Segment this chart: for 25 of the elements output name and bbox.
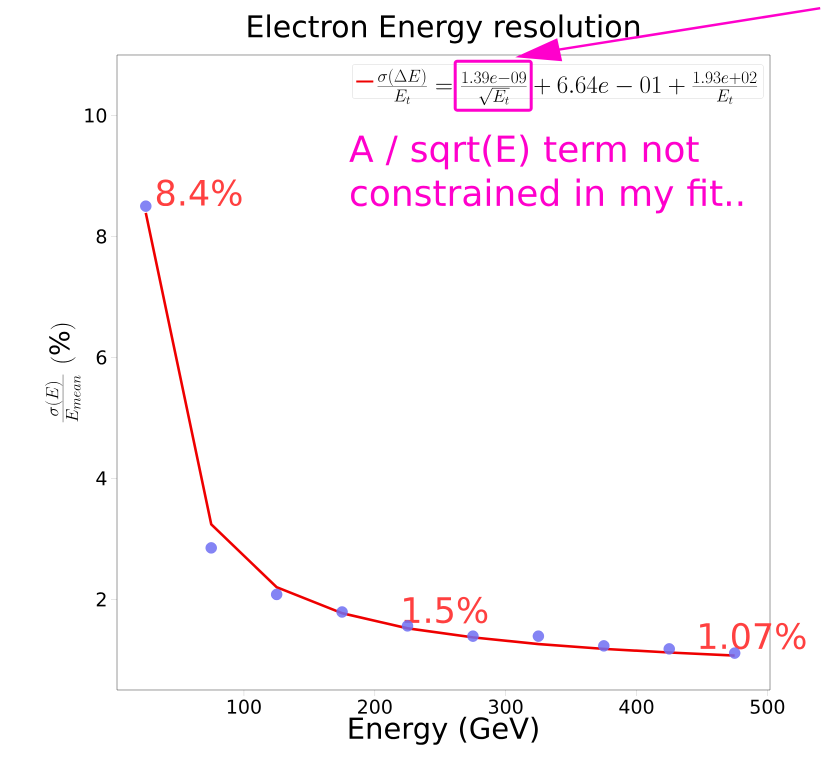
x-axis-title: Energy (GeV)	[350, 716, 538, 745]
chart-title: Electron Energy resolution	[248, 14, 640, 44]
annotation: 1.07%	[700, 622, 806, 650]
y-axis-title: $\frac{\sigma(E)}{E_{mean}}\ (\%)$	[45, 324, 81, 422]
x-tick-label: 200	[358, 700, 392, 714]
y-tick-label: 2	[96, 592, 106, 606]
point	[270, 588, 282, 600]
point	[664, 643, 675, 655]
x-tick-label: 500	[750, 700, 784, 714]
point	[140, 200, 152, 212]
x-tick-label: 300	[488, 700, 523, 714]
x-tick-label: 100	[228, 700, 261, 714]
annotation: 1.5%	[404, 596, 488, 624]
y-tick-label: 4	[96, 471, 106, 486]
point	[206, 542, 217, 554]
point	[532, 630, 544, 642]
point	[598, 640, 610, 652]
y-tick-label: 8	[96, 229, 106, 244]
point	[467, 630, 479, 642]
x-tick-label: 400	[619, 700, 654, 714]
y-tick-label: 10	[85, 108, 106, 123]
y-tick-label: 6	[96, 350, 106, 365]
annotation: 8.4%	[156, 180, 242, 206]
annotation: A / sqrt(E) term not constrained in my fit..	[349, 134, 742, 214]
point	[336, 606, 348, 618]
